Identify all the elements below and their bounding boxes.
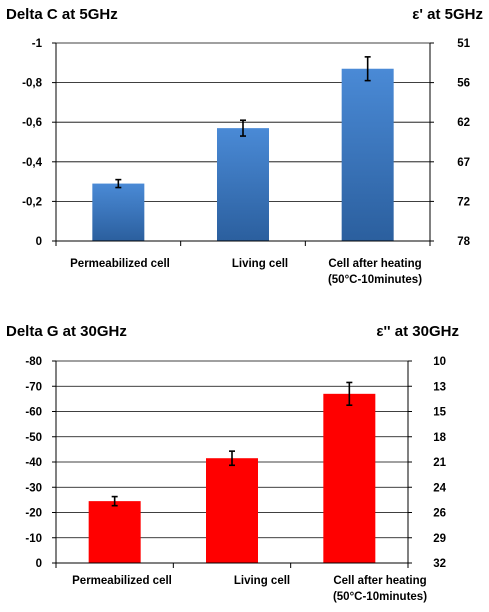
right-tick-label: 21 <box>433 457 446 469</box>
chart-delta-g: Delta G at 30GHz ε'' at 30GHz -80 -70 -60 -… <box>6 323 459 603</box>
left-tick-label: -1 <box>32 38 43 50</box>
bar <box>92 183 145 241</box>
left-tick-label: -0,2 <box>22 196 42 208</box>
chart-delta-c: Delta C at 5GHz ε' at 5GHz -1 -0,8 -0,6 -0,… <box>6 6 483 286</box>
right-axis-title: ε' at 5GHz <box>412 6 483 23</box>
right-tick-label: 32 <box>433 558 446 570</box>
right-tick-label: 24 <box>433 482 446 494</box>
bar <box>206 458 258 563</box>
bar <box>88 501 141 563</box>
right-tick-label: 15 <box>433 407 446 419</box>
left-tick-label: -10 <box>25 533 42 545</box>
bar <box>341 68 394 242</box>
category-label: Living cell <box>232 258 288 270</box>
category-label: (50°C-10minutes) <box>333 591 427 603</box>
chart-title: Delta G at 30GHz <box>6 323 127 340</box>
left-tick-label: -20 <box>25 508 42 520</box>
left-tick-label: -40 <box>25 457 42 469</box>
category-label: Cell after heating <box>328 258 421 270</box>
chart-title: Delta C at 5GHz <box>6 6 118 23</box>
left-tick-label: -70 <box>25 381 42 393</box>
right-tick-label: 78 <box>457 236 470 248</box>
category-label: Cell after heating <box>333 575 426 587</box>
left-tick-label: -0,6 <box>22 117 42 129</box>
left-tick-label: -0,8 <box>22 78 42 90</box>
left-tick-label: -0,4 <box>22 157 42 169</box>
right-tick-label: 10 <box>433 356 446 368</box>
right-tick-label: 29 <box>433 533 446 545</box>
bar <box>323 393 376 563</box>
right-tick-label: 51 <box>457 38 470 50</box>
bar <box>217 128 269 241</box>
category-label: Permeabilized cell <box>72 575 172 587</box>
category-label: Permeabilized cell <box>70 258 170 270</box>
right-axis-title: ε'' at 30GHz <box>376 323 459 340</box>
left-tick-label: -50 <box>25 432 42 444</box>
left-tick-label: -30 <box>25 482 42 494</box>
left-tick-label: 0 <box>36 236 42 248</box>
category-label: (50°C-10minutes) <box>328 274 422 286</box>
left-tick-label: -80 <box>25 356 42 368</box>
category-label: Living cell <box>234 575 290 587</box>
right-tick-label: 62 <box>457 117 470 129</box>
right-tick-label: 56 <box>457 78 470 90</box>
right-tick-label: 67 <box>457 157 470 169</box>
right-tick-label: 13 <box>433 381 446 393</box>
right-tick-label: 72 <box>457 196 470 208</box>
left-tick-label: -60 <box>25 407 42 419</box>
right-tick-label: 26 <box>433 508 446 520</box>
left-tick-label: 0 <box>36 558 42 570</box>
right-tick-label: 18 <box>433 432 446 444</box>
